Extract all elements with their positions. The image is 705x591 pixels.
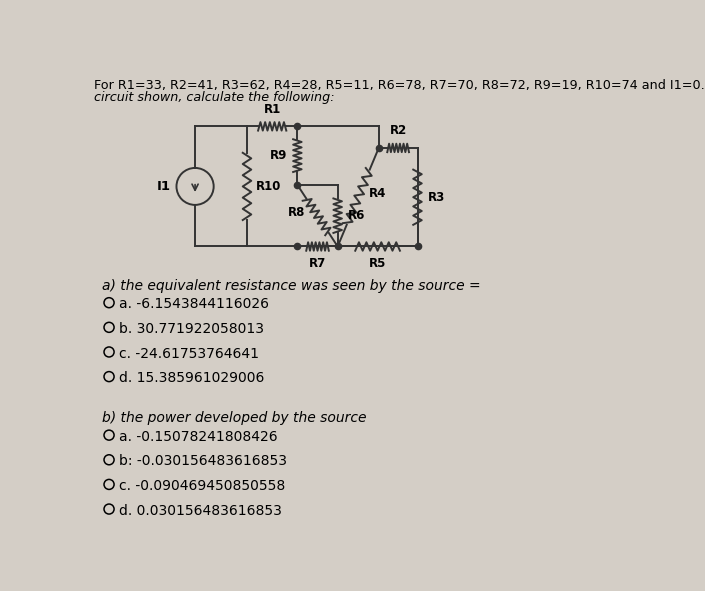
Text: R6: R6 [348, 209, 365, 222]
Text: c. -0.090469450850558: c. -0.090469450850558 [119, 479, 286, 493]
Text: R9: R9 [270, 149, 288, 162]
Text: For R1=33, R2=41, R3=62, R4=28, R5=11, R6=78, R7=70, R8=72, R9=19, R10=74 and I1: For R1=33, R2=41, R3=62, R4=28, R5=11, R… [94, 79, 705, 92]
Text: b. 30.771922058013: b. 30.771922058013 [119, 322, 264, 336]
Text: I1: I1 [157, 180, 171, 193]
Text: a) the equivalent resistance was seen by the source =: a) the equivalent resistance was seen by… [102, 279, 481, 293]
Text: R8: R8 [288, 206, 305, 219]
Text: R4: R4 [369, 187, 386, 200]
Text: R7: R7 [309, 257, 326, 270]
Text: d. 15.385961029006: d. 15.385961029006 [119, 371, 264, 385]
Text: R5: R5 [369, 257, 386, 270]
Text: b: -0.030156483616853: b: -0.030156483616853 [119, 454, 287, 469]
Text: R1: R1 [264, 103, 281, 116]
Text: d. 0.030156483616853: d. 0.030156483616853 [119, 504, 282, 518]
Text: circuit shown, calculate the following:: circuit shown, calculate the following: [94, 91, 334, 104]
Text: c. -24.61753764641: c. -24.61753764641 [119, 346, 259, 361]
Text: b) the power developed by the source: b) the power developed by the source [102, 411, 367, 426]
Text: a. -0.15078241808426: a. -0.15078241808426 [119, 430, 278, 444]
Text: a. -6.1543844116026: a. -6.1543844116026 [119, 297, 269, 311]
Text: R10: R10 [255, 180, 281, 193]
Text: R3: R3 [427, 191, 445, 204]
Text: R2: R2 [389, 124, 407, 137]
